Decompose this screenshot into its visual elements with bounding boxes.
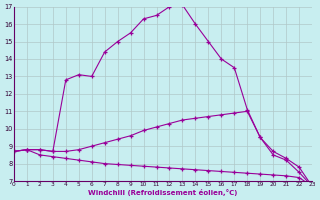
X-axis label: Windchill (Refroidissement éolien,°C): Windchill (Refroidissement éolien,°C) — [88, 189, 238, 196]
